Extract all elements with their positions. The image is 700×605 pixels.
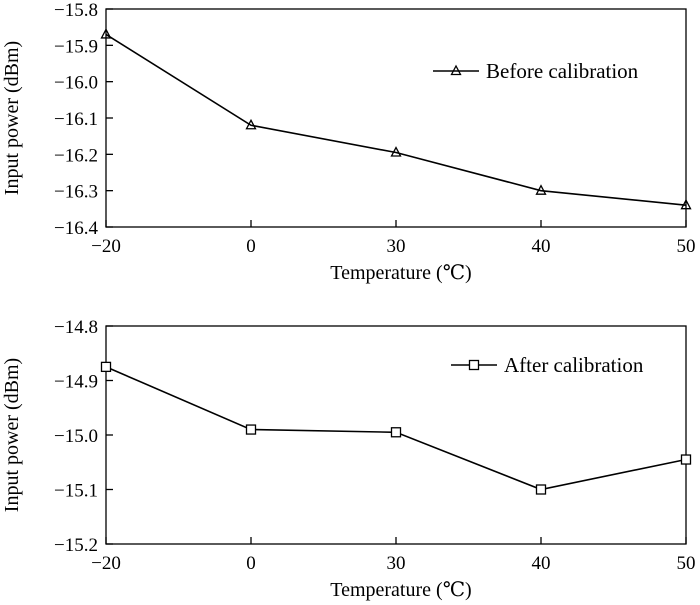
chart-panel-1: −15.8 −15.9 −16.0 −16.1 −16.2 −16.3 −16.4−20 0 3…: [1, 0, 696, 284]
data-point: [100, 28, 112, 39]
y-tick-label: −16.1: [54, 109, 98, 130]
x-tick-label: 50: [677, 236, 696, 257]
x-tick-label: −20: [91, 236, 121, 257]
y-tick-label: −16.0: [54, 73, 98, 94]
y-tick-label: −15.0: [54, 426, 98, 447]
x-tick-label: −20: [91, 553, 121, 574]
x-tick-label: 30: [387, 553, 406, 574]
x-tick-label: 50: [677, 553, 696, 574]
x-tick-label: 0: [246, 236, 256, 257]
data-point: [245, 118, 257, 130]
x-tick-label: 0: [246, 553, 256, 574]
series-line: [105, 33, 687, 206]
data-point: [390, 427, 402, 438]
y-axis-title: Input power (dBm): [1, 358, 23, 512]
y-tick-label: −16.3: [54, 182, 98, 203]
data-point: [535, 484, 547, 495]
data-point: [245, 424, 257, 435]
data-point: [100, 361, 112, 373]
y-tick-label: −14.9: [54, 372, 98, 393]
x-tick-label: 40: [532, 236, 551, 257]
y-axis-title: Input power (dBm): [1, 41, 23, 195]
y-tick-label: −15.1: [54, 481, 98, 502]
y-tick-label: −16.2: [54, 145, 98, 166]
x-axis-title: Temperature (℃): [330, 579, 471, 601]
y-tick-label: −15.9: [54, 36, 98, 57]
data-point: [390, 146, 402, 157]
x-axis-title: Temperature (℃): [330, 262, 471, 284]
data-point: [680, 198, 692, 210]
legend-marker: [450, 64, 462, 76]
legend-label: Before calibration: [486, 59, 639, 83]
plot-frame: [105, 8, 687, 228]
chart-panel-2: −14.8 −14.9 −15.0 −15.1 −15.2−20 0 30 40 50 Tempe…: [1, 317, 696, 601]
data-point: [680, 454, 692, 465]
y-tick-label: −14.8: [54, 317, 98, 338]
y-tick-label: −15.2: [54, 535, 98, 556]
legend-label: After calibration: [504, 353, 644, 377]
data-point: [535, 184, 547, 195]
x-tick-label: 30: [387, 236, 406, 257]
y-tick-label: −16.4: [54, 218, 98, 239]
legend-marker: [468, 359, 480, 371]
y-tick-label: −15.8: [54, 0, 98, 21]
x-tick-label: 40: [532, 553, 551, 574]
